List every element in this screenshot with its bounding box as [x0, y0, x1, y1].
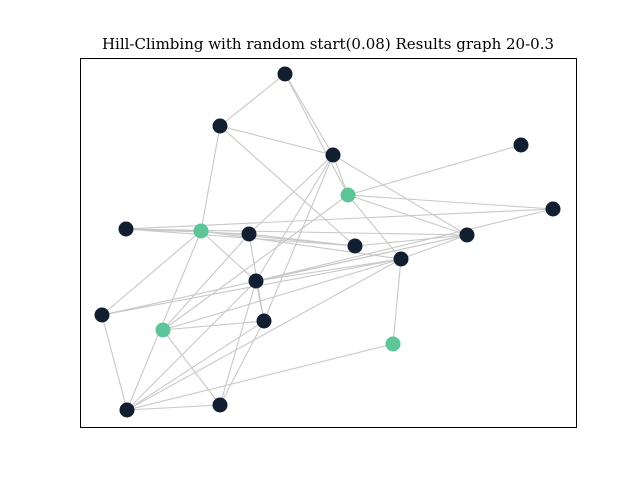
graph-node — [256, 313, 272, 329]
graph-edge — [101, 230, 202, 316]
graph-node — [393, 251, 409, 267]
graph-node-highlighted — [193, 223, 209, 239]
graph-edge — [200, 125, 221, 232]
edges-layer — [101, 73, 554, 411]
graph-edge — [162, 320, 265, 331]
graph-edge — [248, 233, 356, 247]
graph-node — [212, 118, 228, 134]
graph-edge — [255, 258, 402, 282]
graph-edge — [347, 194, 554, 210]
graph-edge — [284, 73, 334, 156]
graph-node — [347, 238, 363, 254]
graph-edge — [354, 234, 468, 247]
graph-edge — [126, 343, 394, 411]
graph-edge — [162, 194, 349, 331]
graph-edge — [332, 154, 468, 236]
graph-edge — [126, 258, 402, 411]
graph-edge — [219, 320, 265, 406]
graph-edge — [200, 230, 402, 260]
graph-edge — [126, 404, 221, 411]
graph-edge — [219, 125, 334, 156]
graph-edge — [263, 154, 334, 322]
graph-node — [513, 137, 529, 153]
graph-node — [545, 201, 561, 217]
graph-edge — [101, 314, 128, 411]
graph-node — [94, 307, 110, 323]
graph-node — [459, 227, 475, 243]
graph-edge — [162, 258, 402, 331]
graph-node — [118, 221, 134, 237]
graph-edge — [255, 208, 554, 282]
graph-node — [119, 402, 135, 418]
graph-node-highlighted — [155, 322, 171, 338]
graph-node — [212, 397, 228, 413]
graph-edge — [248, 154, 334, 235]
graph-edge — [255, 154, 334, 282]
graph-edge — [162, 329, 221, 406]
graph-edge — [125, 228, 468, 236]
graph-edge — [392, 258, 402, 345]
graph-edge — [347, 144, 522, 196]
graph-edge — [219, 280, 257, 406]
nodes-layer — [94, 66, 561, 418]
graph-edge — [200, 230, 257, 282]
graph-edge — [284, 73, 349, 196]
graph-node — [325, 147, 341, 163]
graph-edge — [162, 233, 250, 331]
graph-edge — [347, 194, 468, 236]
graph-edge — [219, 73, 286, 127]
axes-frame — [80, 58, 577, 428]
graph-node — [241, 226, 257, 242]
graph-edge — [101, 234, 468, 316]
graph-node-highlighted — [385, 336, 401, 352]
figure-title: Hill-Climbing with random start(0.08) Re… — [102, 35, 554, 53]
graph-edge — [126, 230, 202, 411]
graph-node — [248, 273, 264, 289]
graph-edge — [125, 228, 356, 247]
graph-edge — [126, 280, 257, 411]
graph-node — [277, 66, 293, 82]
graph-edge — [126, 320, 265, 411]
graph-edge — [400, 234, 468, 260]
graph-edge — [125, 208, 554, 230]
graph-node-highlighted — [340, 187, 356, 203]
graph-edge — [219, 125, 356, 247]
